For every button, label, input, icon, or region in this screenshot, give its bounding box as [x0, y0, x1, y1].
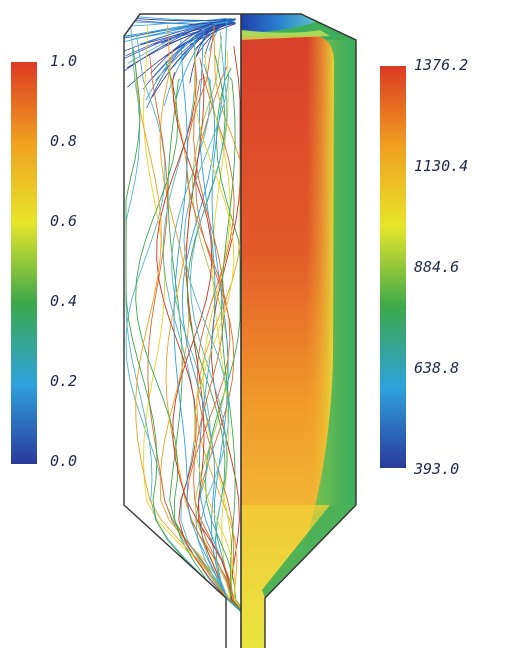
left-colorbar-gradient	[11, 62, 37, 464]
streamline	[205, 67, 241, 641]
streamline	[124, 20, 234, 37]
streamline	[125, 33, 241, 641]
inlet-cold-spot	[241, 14, 316, 32]
right-colorbar-tick-label: 884.6	[414, 258, 459, 276]
streamline	[147, 55, 241, 641]
streamline	[145, 21, 227, 101]
core-edge-blend	[241, 36, 334, 648]
right-colorbar-gradient	[380, 66, 406, 468]
streamline	[193, 76, 241, 641]
streamline	[198, 30, 241, 641]
left-colorbar: 1.0 0.8 0.6 0.4 0.2 0.0	[11, 52, 77, 470]
right-colorbar-tick-label: 393.0	[413, 460, 459, 478]
streamline	[125, 20, 241, 641]
top-hot-rim	[241, 30, 330, 40]
streamline	[211, 20, 241, 641]
right-colorbar-tick-label: 1376.2	[414, 56, 468, 74]
left-colorbar-tick-label: 0.2	[50, 372, 77, 390]
streamline	[156, 57, 241, 641]
streamline	[193, 48, 241, 641]
left-colorbar-ticks: 1.0 0.8 0.6 0.4 0.2 0.0	[50, 52, 77, 470]
right-colorbar-tick-label: 638.8	[414, 359, 459, 377]
streamline	[204, 18, 230, 58]
right-colorbar: 1376.2 1130.4 884.6 638.8 393.0	[380, 56, 468, 478]
left-colorbar-tick-label: 1.0	[50, 52, 77, 70]
streamline	[173, 33, 241, 641]
streamline	[125, 19, 229, 57]
left-colorbar-tick-label: 0.4	[50, 292, 77, 310]
temperature-contour-half	[241, 14, 356, 648]
left-colorbar-tick-label: 0.0	[50, 452, 77, 470]
streamline	[141, 21, 235, 46]
streamline	[138, 22, 236, 39]
streamline	[125, 17, 227, 22]
streamline-background	[124, 14, 241, 648]
streamline	[162, 33, 241, 641]
vessel-outline	[123, 13, 357, 648]
streamline	[202, 52, 241, 641]
streamline	[135, 60, 241, 641]
streamlines	[124, 14, 241, 641]
left-colorbar-tick-label: 0.6	[50, 212, 77, 230]
streamline	[189, 31, 241, 641]
streamline	[212, 50, 241, 641]
lower-cone-region	[241, 505, 356, 648]
vessel-outline-right	[241, 13, 357, 648]
left-colorbar-tick-label: 0.8	[50, 132, 77, 150]
streamline	[185, 26, 241, 641]
streamline	[143, 24, 241, 641]
vessel-outline-left	[123, 13, 241, 648]
right-colorbar-ticks: 1376.2 1130.4 884.6 638.8 393.0	[413, 56, 468, 478]
streamline	[221, 77, 241, 641]
streamline	[183, 72, 241, 641]
streamline-half	[124, 14, 241, 648]
streamline	[135, 61, 241, 641]
right-colorbar-tick-label: 1130.4	[414, 157, 468, 175]
streamline	[125, 48, 241, 641]
streamline	[196, 57, 241, 641]
streamline	[196, 26, 241, 641]
